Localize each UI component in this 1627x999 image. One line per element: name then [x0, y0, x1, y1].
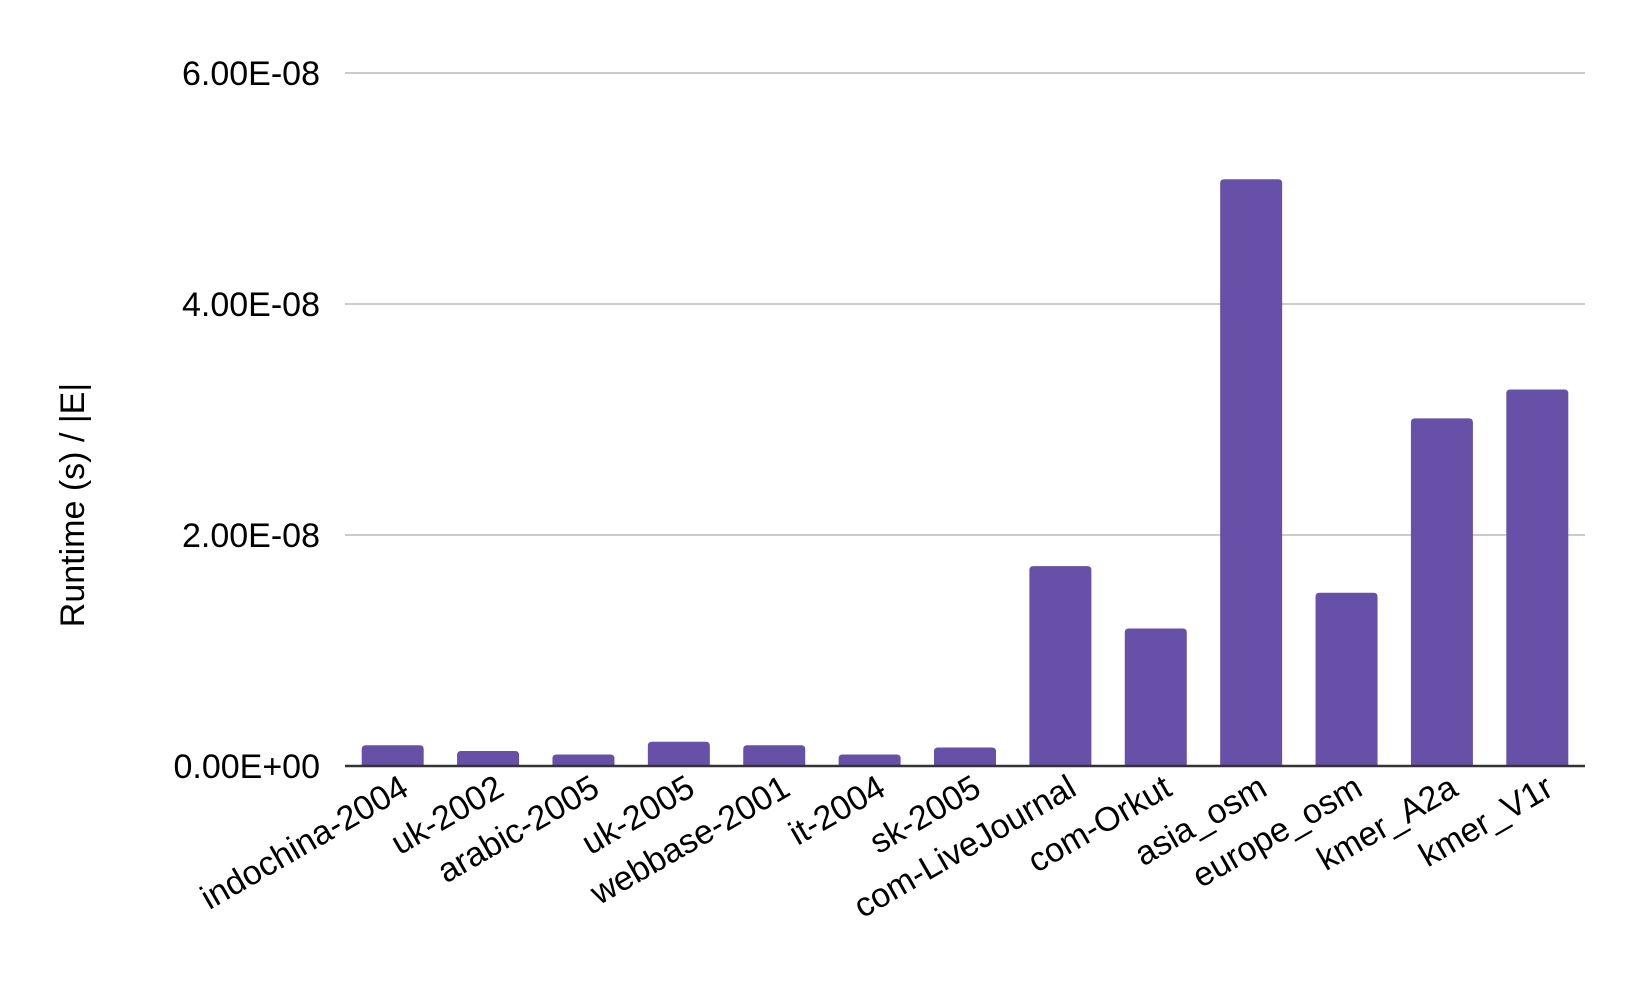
- y-tick-label: 4.00E-08: [182, 286, 320, 324]
- bar: [838, 754, 901, 766]
- bar: [1029, 566, 1092, 766]
- bar: [647, 741, 710, 766]
- y-tick-label: 0.00E+00: [173, 748, 320, 786]
- bar: [1315, 592, 1378, 766]
- bars: [361, 179, 1569, 766]
- bar: [1220, 179, 1283, 766]
- gridlines: [345, 72, 1585, 536]
- bar: [1506, 389, 1569, 766]
- x-axis-ticks: indochina-2004uk-2002arabic-2005uk-2005w…: [194, 768, 1559, 926]
- y-axis-ticks: 0.00E+00 2.00E-08 4.00E-08 6.00E-08: [173, 55, 320, 786]
- bar: [743, 745, 806, 766]
- bar: [457, 750, 520, 766]
- x-tick-label: indochina-2004: [194, 768, 414, 917]
- bar: [1410, 418, 1473, 766]
- bar: [934, 747, 996, 766]
- bar: [361, 745, 424, 766]
- y-tick-label: 2.00E-08: [182, 517, 320, 555]
- bar: [552, 754, 615, 766]
- bar: [1124, 628, 1187, 766]
- y-axis-title: Runtime (s) / |E|: [54, 383, 92, 627]
- y-tick-label: 6.00E-08: [182, 55, 320, 93]
